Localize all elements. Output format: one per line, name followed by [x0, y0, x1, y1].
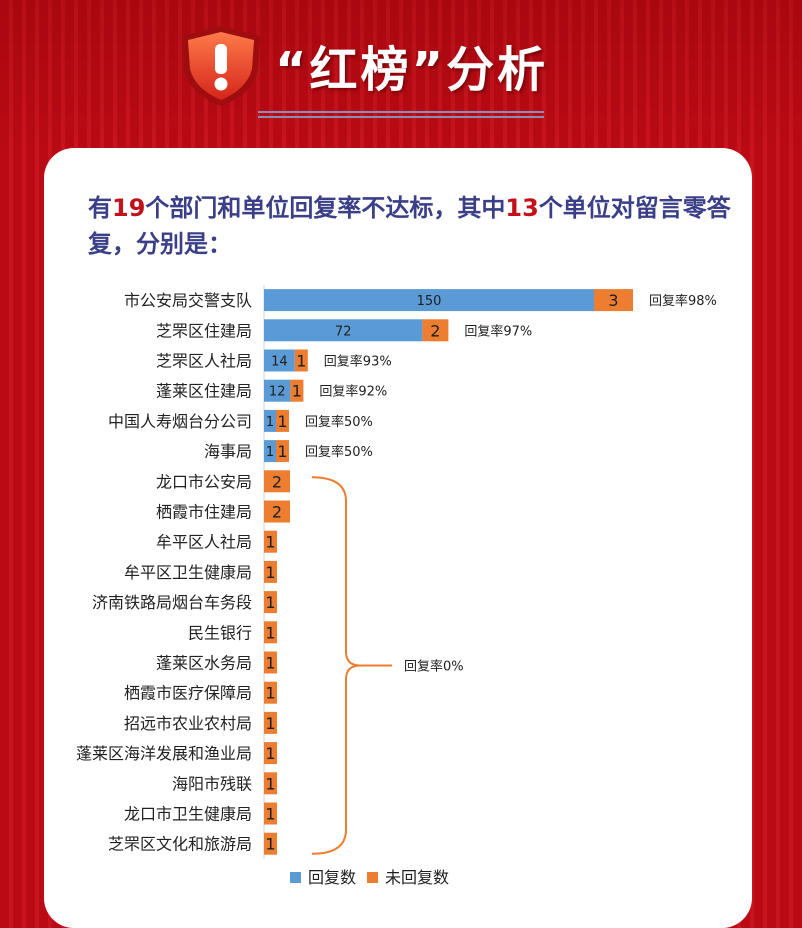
group-brace: [311, 476, 392, 855]
bar-no-reply: [264, 742, 277, 765]
data-label: 1: [265, 563, 275, 582]
category-label: 栖霞市住建局: [156, 503, 252, 522]
data-label: 1: [265, 744, 275, 763]
bar-no-reply: [264, 802, 277, 825]
headline-number: 19: [112, 194, 146, 222]
bar-no-reply: [264, 681, 277, 704]
category-label: 栖霞市医疗保障局: [124, 684, 252, 703]
bar-reply: [264, 289, 594, 312]
data-label: 150: [417, 294, 442, 309]
category-label: 海阳市残联: [172, 774, 252, 793]
warning-shield-icon: [182, 26, 260, 106]
data-label: 1: [265, 593, 275, 612]
data-label: 12: [269, 385, 286, 400]
data-label: 2: [430, 321, 440, 340]
rate-label: 回复率98%: [649, 293, 717, 309]
legend-swatch-reply: [290, 872, 301, 883]
bar-reply: [264, 349, 295, 372]
data-label: 2: [272, 503, 282, 522]
header-background: [0, 0, 802, 150]
headline-number: 13: [505, 194, 539, 222]
data-label: 14: [271, 355, 288, 370]
bar-no-reply: [594, 289, 633, 312]
data-label: 1: [266, 415, 274, 430]
data-label: 1: [265, 654, 275, 673]
category-label: 海事局: [204, 442, 252, 461]
bar-no-reply: [264, 711, 277, 734]
data-label: 1: [265, 684, 275, 703]
stacked-bar-chart: 市公安局交警支队 150 3 回复率98% 芝罘区住建局 72 2 回复率97% 芝罘区人社局 1…: [76, 285, 717, 887]
data-label: 1: [292, 382, 302, 401]
rate-label: 回复率50%: [305, 414, 373, 430]
data-label: 1: [265, 805, 275, 824]
category-label: 蓬莱区海洋发展和渔业局: [76, 744, 252, 763]
bar-no-reply: [264, 772, 277, 795]
bar-reply: [264, 409, 276, 432]
data-label: 72: [335, 324, 352, 339]
bar-no-reply: [264, 560, 277, 583]
data-label: 1: [265, 533, 275, 552]
category-label: 招远市农业农村局: [124, 714, 252, 733]
bar-no-reply: [276, 440, 289, 463]
page-title: “红榜”分析: [275, 42, 549, 98]
category-label: 牟平区人社局: [156, 533, 252, 552]
data-label: 3: [608, 291, 618, 310]
legend-swatch-no-reply: [367, 872, 378, 883]
category-label: 蓬莱区住建局: [156, 382, 252, 401]
bar-no-reply: [264, 591, 277, 614]
category-label: 龙口市卫生健康局: [124, 805, 252, 824]
group-rate-label: 回复率0%: [404, 659, 464, 675]
rate-label: 回复率92%: [319, 384, 387, 400]
bar-no-reply: [290, 379, 304, 402]
legend-label: 未回复数: [385, 868, 449, 887]
bar-no-reply: [422, 319, 449, 342]
bar-no-reply: [264, 832, 277, 855]
bar-no-reply: [264, 530, 277, 553]
data-label: 1: [277, 442, 287, 461]
category-label: 芝罘区文化和旅游局: [108, 835, 252, 854]
rate-label: 回复率93%: [324, 354, 392, 370]
category-label: 牟平区卫生健康局: [124, 563, 252, 582]
rate-label: 回复率97%: [464, 323, 532, 339]
title-divider: [258, 111, 544, 113]
category-label: 芝罘区住建局: [156, 321, 252, 340]
title-divider: [258, 116, 544, 118]
category-label: 芝罘区人社局: [156, 352, 252, 371]
bar-reply: [264, 379, 291, 402]
bar-reply: [264, 440, 276, 463]
rate-label: 回复率50%: [305, 444, 373, 460]
data-label: 2: [272, 472, 282, 491]
category-label: 济南铁路局烟台车务段: [92, 593, 252, 612]
bar-no-reply: [264, 500, 290, 523]
headline: 有19个部门和单位回复率不达标，其中13个单位对留言零答复，分别是：: [88, 194, 731, 258]
data-label: 1: [277, 412, 287, 431]
bar-no-reply: [264, 621, 277, 644]
content-card: [44, 148, 752, 928]
category-label: 蓬莱区水务局: [156, 654, 252, 673]
bar-no-reply: [276, 409, 289, 432]
legend-label: 回复数: [308, 868, 356, 887]
bar-no-reply: [264, 470, 290, 493]
category-label: 民生银行: [188, 623, 252, 642]
category-label: 市公安局交警支队: [124, 291, 252, 310]
data-label: 1: [266, 445, 274, 460]
bar-reply: [264, 319, 423, 342]
data-label: 1: [265, 835, 275, 854]
data-label: 1: [265, 623, 275, 642]
data-label: 1: [296, 352, 306, 371]
data-label: 1: [265, 774, 275, 793]
data-label: 1: [265, 714, 275, 733]
category-label: 中国人寿烟台分公司: [108, 412, 252, 431]
bar-no-reply: [264, 651, 277, 674]
bar-no-reply: [294, 349, 308, 372]
category-label: 龙口市公安局: [156, 472, 252, 491]
